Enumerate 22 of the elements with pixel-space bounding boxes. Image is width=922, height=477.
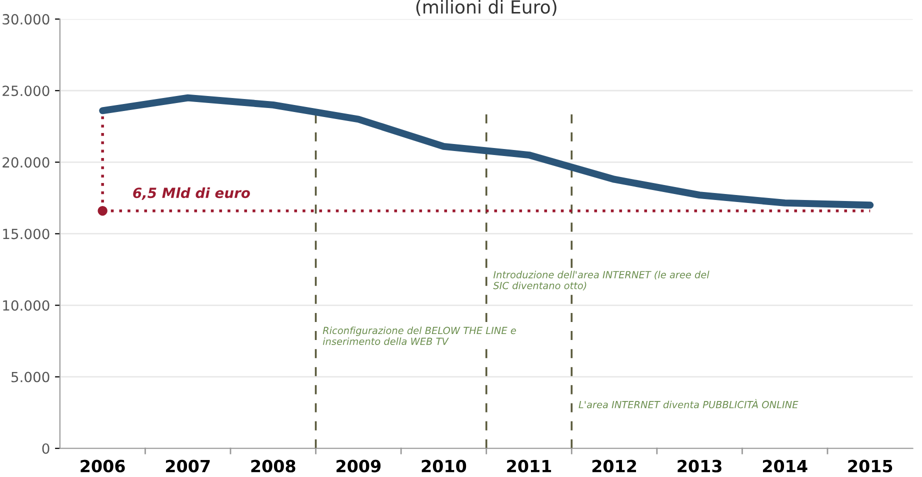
y-tick-label: 25.000 xyxy=(2,86,50,96)
annotation: Riconfigurazione del BELOW THE LINE e inserimento della WEB TV xyxy=(322,326,516,346)
x-tick-label: 2007 xyxy=(166,460,210,472)
ref-line-label: 6,5 Mld di euro xyxy=(133,187,250,200)
annotation: Introduzione dell'area INTERNET (le aree del SIC diventano otto) xyxy=(493,270,710,290)
x-tick-label: 2010 xyxy=(422,460,466,472)
y-tick-label: 5.000 xyxy=(12,372,50,382)
y-tick-label: 10.000 xyxy=(3,300,50,311)
x-tick-label: 2011 xyxy=(507,460,552,472)
y-tick-label: 0 xyxy=(42,443,50,454)
x-tick-label: 2013 xyxy=(678,460,722,472)
y-tick-label: 20.000 xyxy=(2,157,50,168)
x-tick-label: 2012 xyxy=(592,460,636,472)
annotation: L'area INTERNET diventa PUBBLICITÀ ONLINE xyxy=(578,399,798,408)
x-tick-label: 2006 xyxy=(80,460,125,472)
x-tick-label: 2009 xyxy=(336,460,381,472)
chart-title: (milioni di Euro) xyxy=(416,0,556,16)
y-tick-label: 15.000 xyxy=(3,228,50,240)
y-tick-label: 30.000 xyxy=(2,14,50,25)
x-tick-label: 2014 xyxy=(762,460,808,472)
x-tick-label: 2008 xyxy=(251,460,296,472)
x-tick-label: 2015 xyxy=(848,460,892,472)
